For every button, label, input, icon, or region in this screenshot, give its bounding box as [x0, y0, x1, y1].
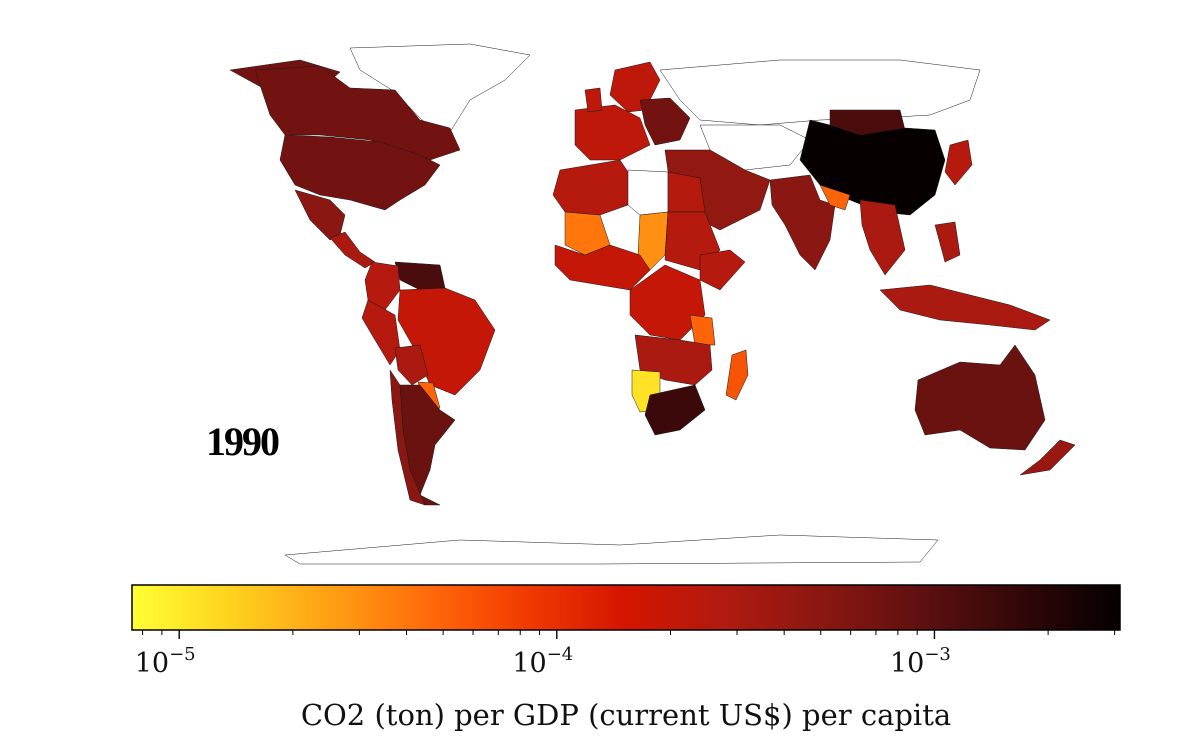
colorbar-ticks	[142, 630, 1116, 639]
year-label: 1990	[206, 419, 280, 464]
region-myanmar	[819, 184, 851, 211]
colorbar: 10−5 10−4 10−3 CO2 (ton) per GDP (current …	[131, 584, 1121, 732]
region-tanzania	[689, 314, 716, 346]
region-peru	[361, 299, 401, 366]
region-canada	[254, 65, 461, 161]
region-eastern-europe	[639, 97, 691, 146]
region-south-africa	[644, 384, 706, 436]
region-british-isles	[584, 87, 603, 113]
region-brazil	[397, 287, 496, 396]
region-libya	[627, 169, 669, 216]
region-philippines	[934, 221, 961, 263]
region-southeast-asia	[859, 199, 906, 276]
tick-label: 10−5	[135, 644, 196, 679]
tick-label: 10−4	[512, 644, 573, 679]
region-central-america	[329, 231, 376, 269]
world-map	[229, 43, 1076, 565]
colorbar-tick-labels: 10−5 10−4 10−3	[135, 644, 951, 679]
region-egypt	[667, 171, 706, 213]
tick-label-exponent: −3	[924, 644, 951, 665]
region-chad	[637, 211, 669, 271]
tick-label: 10−3	[890, 644, 951, 679]
region-antarctica	[284, 534, 939, 565]
region-new-zealand	[1019, 439, 1076, 476]
region-horn-of-africa	[699, 249, 746, 291]
region-australia	[914, 344, 1046, 451]
region-japan	[944, 139, 973, 186]
colorbar-gradient	[131, 584, 1121, 631]
tick-label-exponent: −4	[547, 644, 574, 665]
tick-label-exponent: −5	[169, 644, 196, 665]
region-indonesia	[879, 284, 1051, 331]
region-western-europe	[574, 104, 651, 161]
region-india	[769, 174, 836, 271]
region-united-states	[279, 134, 441, 211]
region-madagascar	[725, 349, 749, 401]
region-north-africa	[552, 159, 631, 216]
region-greenland	[349, 43, 531, 141]
colorbar-title: CO2 (ton) per GDP (current US$) per capi…	[301, 698, 951, 732]
region-bolivia	[394, 344, 429, 386]
region-russia	[659, 59, 981, 126]
region-guyana	[394, 261, 446, 291]
region-chile	[389, 369, 426, 506]
region-west-africa	[554, 244, 651, 291]
